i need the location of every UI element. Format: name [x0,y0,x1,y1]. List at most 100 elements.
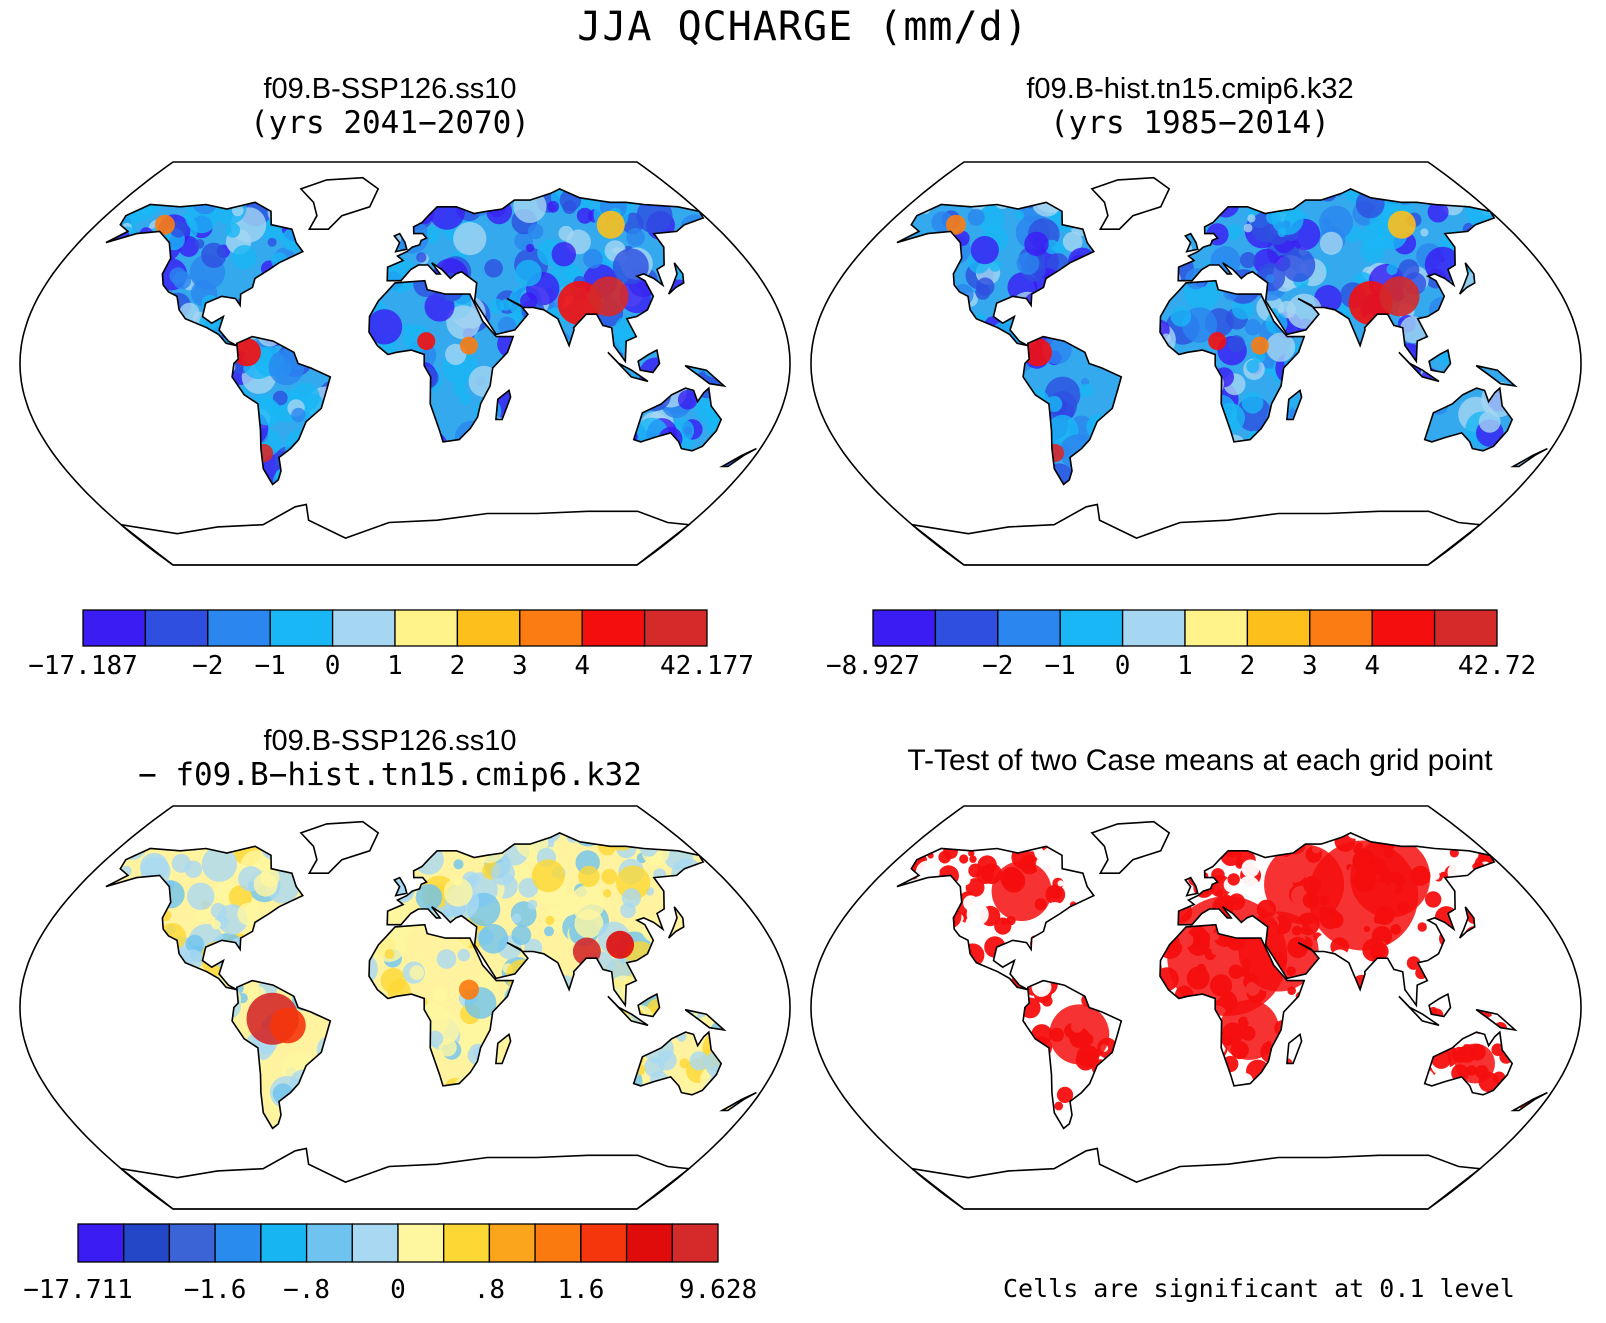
field-cell [138,1114,156,1133]
field-cell [1188,1102,1207,1120]
field-cell [918,1027,941,1050]
field-cell [1365,1038,1384,1057]
field-cell [1265,437,1287,459]
field-cell [576,207,593,224]
field-cell [457,948,471,962]
field-cell [1319,205,1354,240]
field-cell [1318,1058,1339,1079]
field-cell [958,400,989,431]
field-cell [1552,984,1563,995]
field-cell [969,855,977,863]
field-cell [727,407,757,440]
field-cell [960,875,971,886]
field-cell [1502,956,1514,968]
field-cell [945,953,961,968]
colorbar-swatch [397,1223,445,1263]
field-cell [386,205,415,233]
field-cell [452,1076,479,1103]
field-cell [1489,991,1501,1002]
borneo-coastline [1428,348,1452,374]
new-zealand-coastline [719,1091,757,1112]
field-cell [211,919,221,930]
field-cell [684,471,693,481]
field-cell [906,921,927,942]
field-cell [1429,445,1463,479]
field-cell [256,320,283,347]
field-cell [599,1009,608,1018]
field-cell [216,185,240,210]
field-cell [1505,981,1519,995]
significance-note: Cells are significant at 0.1 level [1003,1274,1515,1303]
field-cell [220,421,234,435]
colorbar-swatch [997,609,1061,647]
field-cell [364,360,380,377]
field-cell [149,239,159,249]
africa-coastline [1159,923,1306,1087]
field-cell [861,1107,876,1122]
field-cell [1145,475,1168,498]
field-cell [553,431,572,450]
field-cell [705,1109,720,1124]
figure-title: JJA QCHARGE (mm/d) [577,4,1029,50]
field-cell [1055,968,1063,976]
field-cell [590,339,599,348]
field-cell [1015,396,1024,405]
new-guinea-coastline [1475,1008,1518,1032]
field-cell [1065,300,1098,333]
field-cell [28,985,52,1009]
field-cell [1360,1014,1385,1039]
field-cell [513,189,547,223]
field-cell [679,214,709,243]
field-cell [1082,813,1090,821]
field-cell [1327,323,1340,336]
field-cell [389,451,416,478]
field-cell [1308,1078,1318,1089]
field-cell [415,1119,426,1129]
field-cell [977,205,1005,233]
field-cell [39,969,57,987]
field-cell [683,426,693,435]
field-cell [248,1057,265,1073]
field-cell [1140,877,1159,896]
field-cell [916,1127,933,1144]
field-cell [1220,830,1229,839]
field-cell [279,269,305,295]
field-cell [1142,1114,1156,1128]
field-cell [453,859,464,870]
field-cell [1272,489,1286,503]
field-cell [350,961,363,974]
field-cell [1114,232,1150,268]
field-cell [546,429,583,465]
field-cell [942,1073,954,1085]
field-cell [1226,823,1236,832]
field-cell [995,821,1016,833]
field-cell [185,934,205,954]
field-cell [183,993,203,1013]
field-cell [238,1045,256,1063]
field-cell [1331,1007,1342,1018]
field-cell [234,387,250,403]
field-cell [1067,1125,1081,1140]
field-cell [1477,1107,1486,1116]
field-cell [1353,353,1381,381]
field-cell [1001,1129,1023,1150]
field-cell [1067,943,1087,962]
field-cell [1241,821,1249,825]
field-cell [195,907,211,923]
field-cell [999,465,1013,480]
field-cell [1391,990,1399,998]
field-cell [896,258,919,282]
field-cell [1093,1119,1109,1136]
field-cell [194,239,205,249]
field-cell [933,1057,943,1067]
field-cell [1014,210,1025,220]
field-cell [221,432,254,466]
field-cell [896,859,913,879]
field-cell [896,393,904,416]
field-cell [1447,862,1468,883]
field-cell [225,222,241,238]
field-cell [388,409,401,421]
field-cell [1175,837,1184,847]
field-cell [861,1004,867,1010]
field-cell [492,424,517,449]
